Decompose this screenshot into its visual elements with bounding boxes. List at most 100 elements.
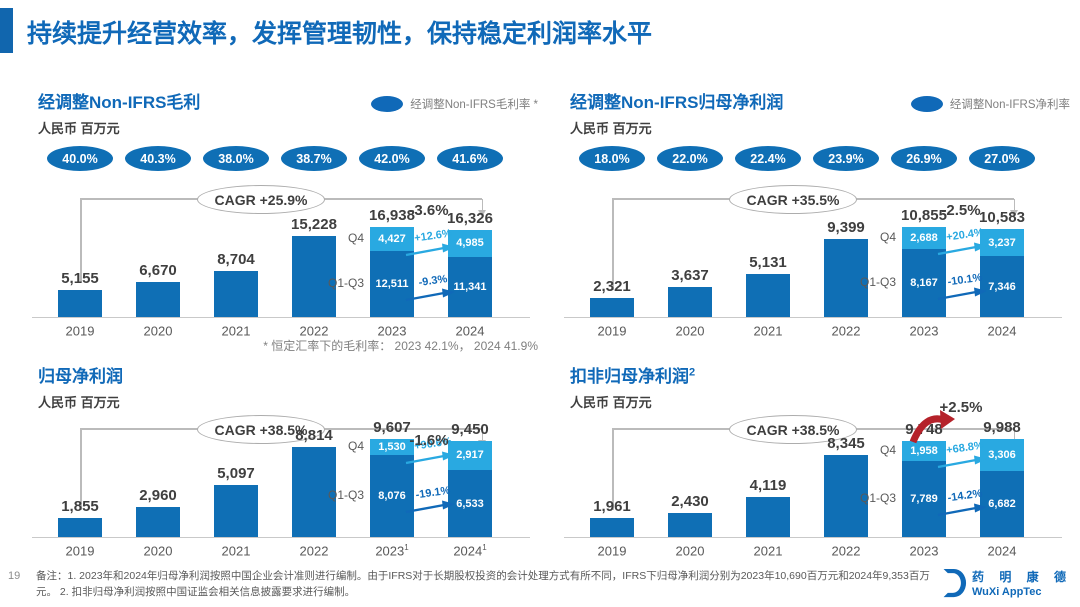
cagr-down-arrow-icon bbox=[1010, 199, 1019, 217]
axis-unit-label: 人民币 百万元 bbox=[38, 121, 120, 136]
chart-title: 经调整Non-IFRS毛利 bbox=[38, 88, 200, 113]
bar-value-label: 2,430 bbox=[671, 493, 709, 511]
bar-segment-q1-q3-value: 7,346 bbox=[988, 280, 1016, 293]
x-axis-year-label: 2023 bbox=[909, 543, 939, 559]
chart-plot: CAGR +38.5% 1,961 2019 2,430 2020 4,119 2021 8,… bbox=[562, 362, 1072, 562]
bar-segment-q1-q3: 6,682 bbox=[980, 471, 1024, 537]
bar-value-label: 1,855 bbox=[61, 498, 99, 516]
cagr-down-arrow-stem bbox=[481, 429, 483, 440]
logo-text: 药 明 康 德 WuXi AppTec bbox=[972, 568, 1072, 598]
bar-segment-q1-q3: 12,511 bbox=[370, 250, 414, 317]
bar bbox=[824, 455, 868, 537]
x-axis-year-label: 2021 bbox=[221, 543, 251, 559]
bar bbox=[746, 274, 790, 317]
bar-value-label: 9,450 bbox=[451, 420, 489, 438]
margin-oval: 22.0% bbox=[657, 146, 723, 171]
margin-oval: 38.7% bbox=[281, 146, 347, 171]
bar-segment-q4: 4,985 bbox=[448, 230, 492, 257]
chart-panel-net-profit: CAGR +38.5% 1,855 2019 2,960 2020 5,097 2021 8,… bbox=[30, 362, 540, 562]
bar-segment-q4: 1,530 bbox=[370, 439, 414, 455]
chart-title: 归母净利润 bbox=[38, 362, 123, 387]
bar-value-label: 9,607 bbox=[373, 419, 411, 436]
bar-segment-q4: 4,427 bbox=[370, 227, 414, 251]
cagr-down-arrow-stem bbox=[1013, 429, 1015, 440]
bar-segment-q4-value: 4,985 bbox=[456, 237, 484, 250]
x-axis-year-label: 2023 bbox=[909, 323, 939, 339]
bar-segment-q4-value: 3,306 bbox=[988, 449, 1016, 462]
q1-q3-side-label: Q1-Q3 bbox=[327, 487, 364, 502]
q1-q3-side-label: Q1-Q3 bbox=[859, 490, 896, 505]
cagr-connector-vline bbox=[80, 428, 82, 511]
chart-panel-adjusted-non-ifrs-gross-profit: 40.0% 40.3% 38.0% 38.7% 42.0% 41.6% CAGR +25.9… bbox=[30, 88, 540, 360]
chart-title: 扣非归母净利润2 bbox=[570, 362, 695, 387]
total-change-label: +2.5% bbox=[939, 399, 983, 416]
q1-q3-change: -9.3% bbox=[398, 273, 468, 303]
legend-label: 经调整Non-IFRS净利率 bbox=[949, 99, 1070, 111]
axis-unit-label: 人民币 百万元 bbox=[570, 121, 652, 136]
x-axis-year-label: 2020 bbox=[675, 543, 705, 559]
q4-change: +20.4% bbox=[930, 227, 1000, 257]
q1-q3-change-arrow-icon bbox=[937, 503, 987, 516]
x-axis-year-label: 2021 bbox=[753, 323, 783, 339]
total-change-label: -1.6% bbox=[409, 432, 449, 449]
bar-value-label: 1,961 bbox=[593, 497, 631, 515]
q4-change: +90.6% bbox=[398, 435, 468, 466]
bar-value-label: 8,345 bbox=[827, 435, 865, 453]
bar-segment-q1-q3: 8,076 bbox=[370, 454, 414, 537]
q4-change: +68.8% bbox=[930, 439, 1000, 470]
chart-panel-non-recurring-net-profit: CAGR +38.5% 1,961 2019 2,430 2020 4,119 2021 8,… bbox=[562, 362, 1072, 562]
bar-value-label: 8,814 bbox=[295, 427, 333, 445]
total-change-label: -2.5% bbox=[941, 202, 981, 219]
year-footnote-sup: 1 bbox=[482, 543, 487, 552]
cagr-down-arrow-head bbox=[478, 210, 486, 217]
bar-value-label: 6,670 bbox=[139, 261, 177, 279]
q4-change-arrow-icon bbox=[937, 455, 987, 469]
x-axis-year-label: 2022 bbox=[299, 543, 329, 559]
cagr-down-arrow-stem bbox=[1013, 199, 1015, 210]
wuxi-apptec-logo: 药 明 康 德 WuXi AppTec bbox=[937, 568, 1072, 598]
q1-q3-change-arrow-icon bbox=[937, 287, 987, 301]
bar-segment-q1-q3: 7,789 bbox=[902, 460, 946, 537]
cagr-bubble: CAGR +38.5% bbox=[197, 415, 325, 444]
q1-q3-change: -19.1% bbox=[398, 484, 468, 515]
q1-q3-side-label: Q1-Q3 bbox=[859, 275, 896, 290]
bar-segment-q4: 2,917 bbox=[448, 440, 492, 471]
chart-title-text: 经调整Non-IFRS归母净利润 bbox=[570, 93, 784, 112]
cagr-down-arrow-head bbox=[1010, 210, 1018, 217]
q4-change: +12.6% bbox=[398, 227, 468, 258]
x-axis-year-label: 2024 bbox=[987, 323, 1017, 339]
cagr-connector-vline bbox=[612, 428, 614, 510]
bar-segment-q4: 1,958 bbox=[902, 441, 946, 461]
x-axis-line bbox=[32, 537, 530, 538]
red-up-arrow-icon bbox=[909, 410, 955, 444]
year-footnote-sup: 1 bbox=[404, 543, 409, 552]
margin-oval: 18.0% bbox=[579, 146, 645, 171]
bar-segment-q4-value: 3,237 bbox=[988, 236, 1016, 249]
chart-title-sup: 2 bbox=[689, 366, 696, 379]
cagr-connector-vline bbox=[80, 198, 82, 282]
chart-title-text: 扣非归母净利润 bbox=[570, 367, 689, 386]
cagr-down-arrow-stem bbox=[481, 199, 483, 210]
bar-segment-q4: 3,306 bbox=[980, 439, 1024, 472]
bar-segment-q4: 3,237 bbox=[980, 229, 1024, 257]
title-accent-bar bbox=[0, 8, 13, 53]
bar-segment-q4-value: 1,958 bbox=[910, 444, 938, 457]
bar-segment-q4: 2,688 bbox=[902, 227, 946, 250]
x-axis-year-label: 2024 bbox=[455, 323, 485, 339]
cagr-connector-vline bbox=[612, 198, 614, 290]
q4-change-arrow-icon bbox=[405, 243, 455, 256]
q4-change-arrow-icon bbox=[405, 451, 455, 464]
axis-unit-label: 人民币 百万元 bbox=[570, 395, 652, 410]
q4-side-label: Q4 bbox=[879, 230, 896, 245]
x-axis-year-label: 20241 bbox=[453, 543, 487, 559]
q1-q3-change: -14.2% bbox=[930, 487, 1000, 518]
cagr-bubble: CAGR +38.5% bbox=[729, 415, 857, 444]
x-axis-year-label: 2023 bbox=[377, 323, 407, 339]
q4-side-label: Q4 bbox=[879, 442, 896, 457]
chart-plot: CAGR +38.5% 1,855 2019 2,960 2020 5,097 2021 8,… bbox=[30, 362, 540, 562]
q4-side-label: Q4 bbox=[347, 230, 364, 245]
bar-segment-q1-q3-value: 6,682 bbox=[988, 498, 1016, 511]
cagr-bubble: CAGR +35.5% bbox=[729, 185, 857, 214]
bar-value-label: 8,704 bbox=[217, 250, 255, 268]
bar-value-label: 16,326 bbox=[447, 210, 493, 228]
